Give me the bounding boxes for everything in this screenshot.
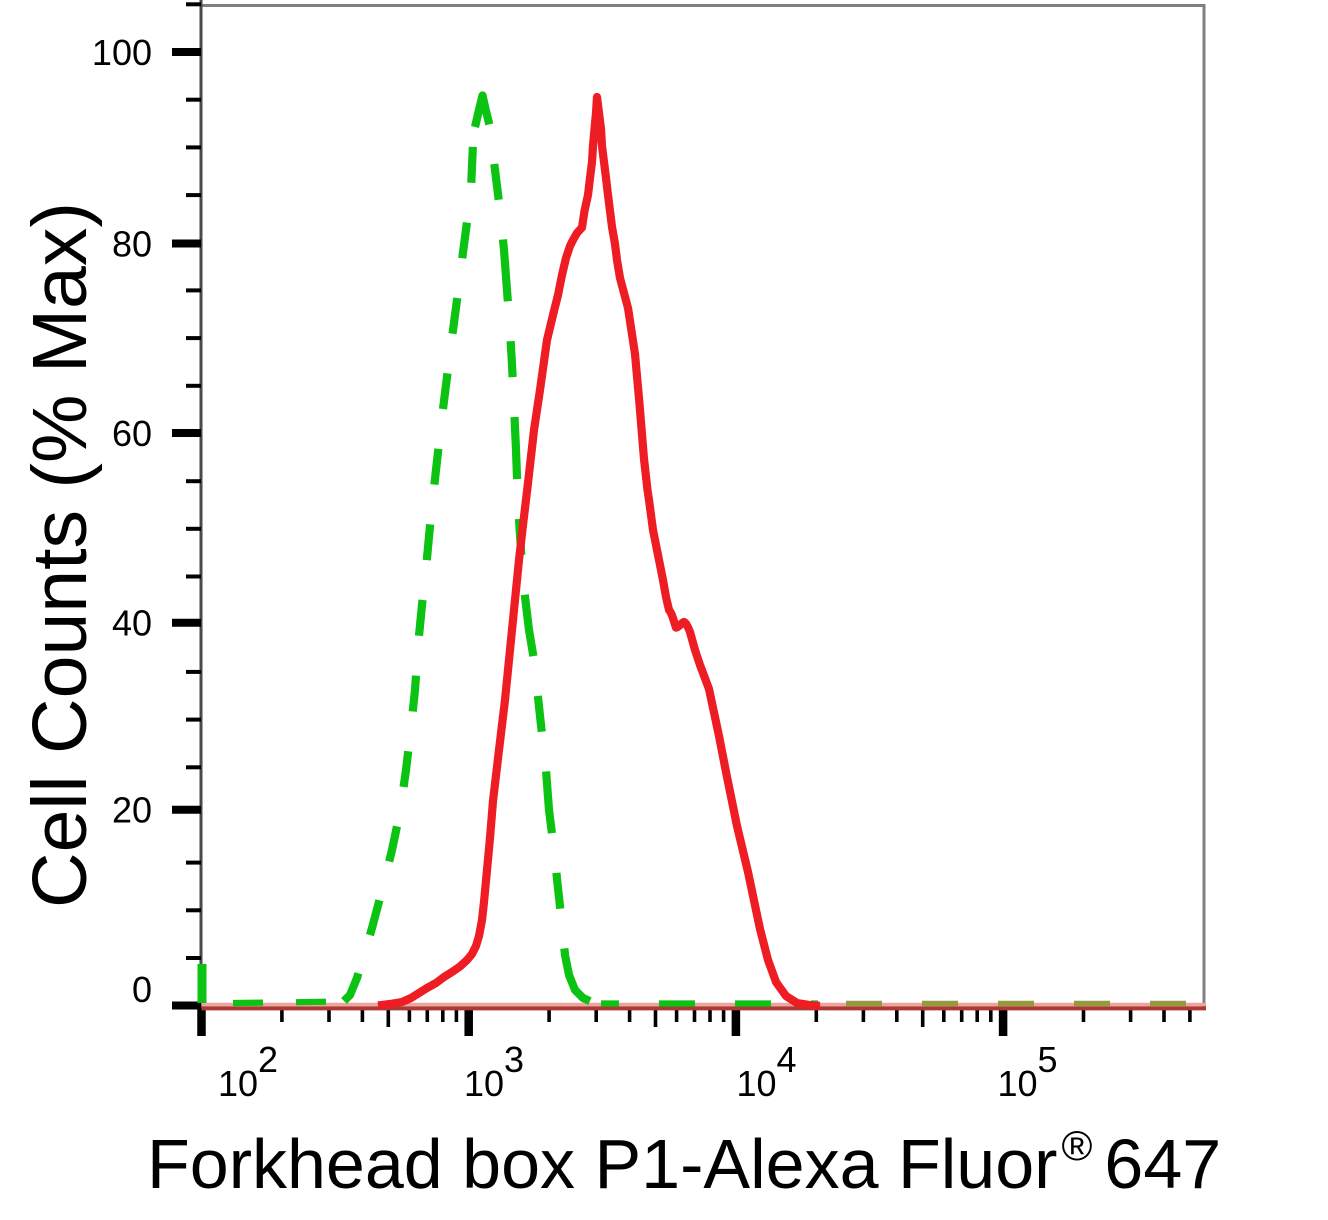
svg-text:20: 20 bbox=[112, 790, 152, 831]
svg-text:100: 100 bbox=[92, 32, 152, 73]
svg-text:0: 0 bbox=[132, 969, 152, 1010]
svg-text:40: 40 bbox=[112, 603, 152, 644]
svg-text:60: 60 bbox=[112, 413, 152, 454]
svg-text:Cell Counts (% Max): Cell Counts (% Max) bbox=[17, 202, 103, 908]
svg-text:80: 80 bbox=[112, 224, 152, 265]
svg-text:Forkhead box P1-Alexa Fluor®64: Forkhead box P1-Alexa Fluor® 647 bbox=[147, 1122, 1221, 1203]
